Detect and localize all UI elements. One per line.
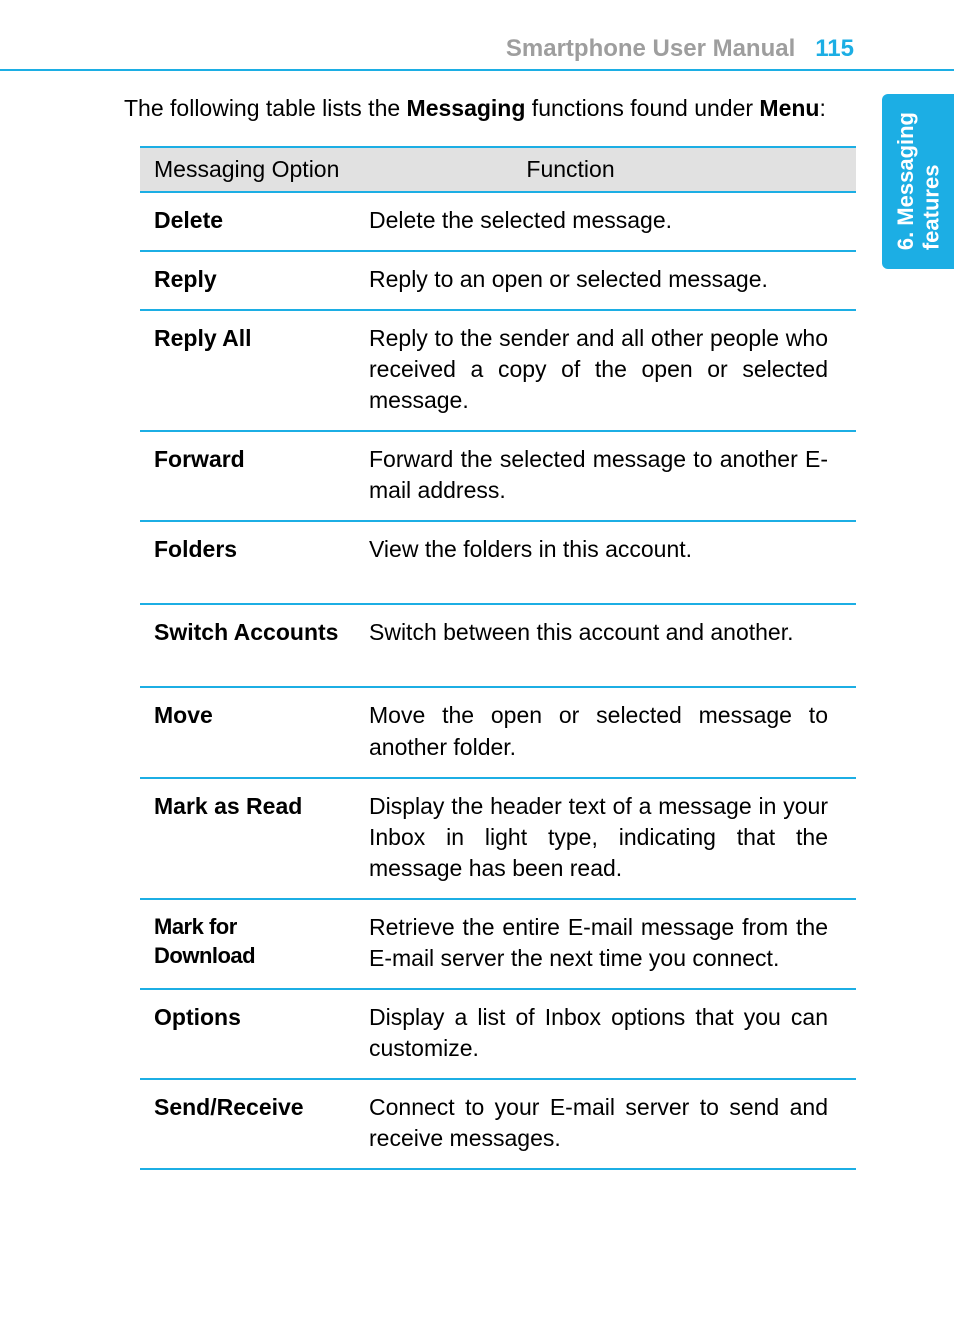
table-row: OptionsDisplay a list of Inbox options t… xyxy=(140,989,856,1079)
chapter-side-tab: 6. Messaging features xyxy=(882,94,954,269)
table-row: Switch AccountsSwitch between this accou… xyxy=(140,604,856,687)
manual-title: Smartphone User Manual xyxy=(506,35,795,63)
side-tab-line-2: features xyxy=(918,165,943,251)
table-row: MoveMove the open or selected message to… xyxy=(140,687,856,777)
table-row: ForwardForward the selected message to a… xyxy=(140,431,856,521)
function-cell: View the folders in this account. xyxy=(355,521,856,604)
intro-text-pre: The following table lists the xyxy=(124,95,407,121)
function-cell: Move the open or selected message to ano… xyxy=(355,687,856,777)
function-cell: Reply to the sender and all other people… xyxy=(355,310,856,431)
option-cell: Options xyxy=(140,989,355,1079)
option-cell: Move xyxy=(140,687,355,777)
intro-text-post: : xyxy=(819,95,825,121)
option-cell: Reply xyxy=(140,251,355,310)
function-cell: Connect to your E-mail server to send an… xyxy=(355,1079,856,1169)
function-cell: Retrieve the entire E-mail message from … xyxy=(355,899,856,989)
option-cell: Mark as Read xyxy=(140,778,355,899)
intro-text-mid: functions found under xyxy=(525,95,759,121)
table-row: Mark for DownloadRetrieve the entire E-m… xyxy=(140,899,856,989)
option-cell: Switch Accounts xyxy=(140,604,355,687)
option-cell: Forward xyxy=(140,431,355,521)
function-cell: Switch between this account and another. xyxy=(355,604,856,687)
col-header-function: Function xyxy=(355,147,856,192)
table-row: DeleteDelete the selected message. xyxy=(140,192,856,251)
page-number: 115 xyxy=(815,35,854,63)
option-cell: Folders xyxy=(140,521,355,604)
option-cell: Send/Receive xyxy=(140,1079,355,1169)
table-row: ReplyReply to an open or selected mes­sa… xyxy=(140,251,856,310)
function-cell: Display a list of Inbox options that you… xyxy=(355,989,856,1079)
function-cell: Forward the selected message to another … xyxy=(355,431,856,521)
function-cell: Delete the selected message. xyxy=(355,192,856,251)
option-cell: Mark for Download xyxy=(140,899,355,989)
table-header-row: Messaging Option Function xyxy=(140,147,856,192)
table-row: FoldersView the folders in this account. xyxy=(140,521,856,604)
table-row: Reply AllReply to the sender and all oth… xyxy=(140,310,856,431)
option-cell: Reply All xyxy=(140,310,355,431)
intro-paragraph: The following table lists the Messaging … xyxy=(0,71,954,146)
page-header: Smartphone User Manual 115 xyxy=(0,35,954,71)
chapter-side-tab-text: 6. Messaging features xyxy=(893,112,944,250)
function-cell: Display the header text of a message in … xyxy=(355,778,856,899)
intro-bold-menu: Menu xyxy=(759,95,819,121)
function-cell: Reply to an open or selected mes­sage. xyxy=(355,251,856,310)
table-row: Mark as ReadDisplay the header text of a… xyxy=(140,778,856,899)
table-row: Send/ReceiveConnect to your E-mail serve… xyxy=(140,1079,856,1169)
intro-bold-messaging: Messaging xyxy=(407,95,526,121)
side-tab-line-1: 6. Messaging xyxy=(893,112,918,250)
messaging-functions-table: Messaging Option Function DeleteDelete t… xyxy=(140,146,856,1170)
option-cell: Delete xyxy=(140,192,355,251)
col-header-option: Messaging Option xyxy=(140,147,355,192)
